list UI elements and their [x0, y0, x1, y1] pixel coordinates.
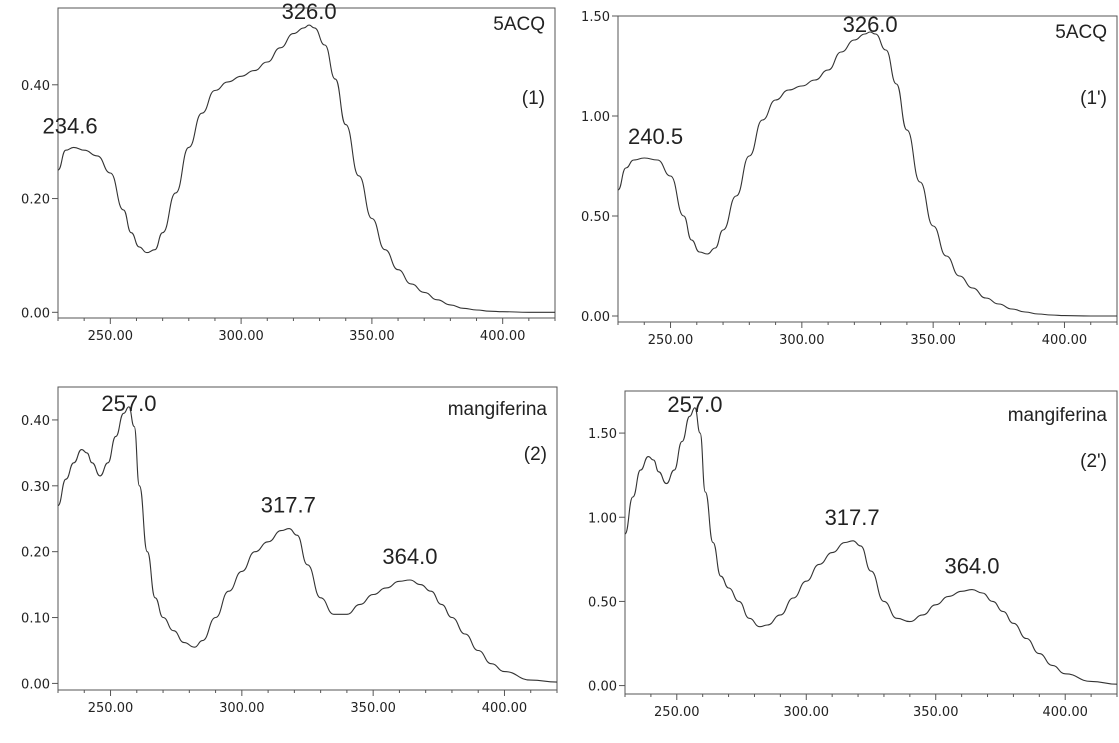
sample-name-label: 5ACQ [1055, 22, 1107, 43]
spectrum-line-1 [57, 406, 558, 683]
sample-name-label: mangiferina [1008, 405, 1108, 426]
y-tick-label: 1.00 [588, 511, 617, 526]
plot-frame [624, 390, 1118, 695]
x-tick-label: 400.00 [482, 701, 528, 716]
x-tick-label: 400.00 [480, 329, 526, 344]
panel-id-label: (2') [1080, 451, 1107, 472]
chart-panel-1: 250.00 300.00 350.00 400.00 0.00 0.20 0.40 234.… [21, 0, 556, 344]
peak-label: 364.0 [382, 544, 437, 569]
sample-name-label: mangiferina [448, 399, 548, 420]
x-tick-label: 300.00 [218, 329, 264, 344]
y-tick-label: 0.00 [581, 310, 610, 325]
peak-label: 364.0 [944, 554, 999, 579]
x-tick-label: 350.00 [350, 701, 396, 716]
panel-id-label: (2) [524, 444, 547, 465]
y-tick-label: 1.50 [588, 427, 617, 442]
panel-id-label: (1) [522, 88, 545, 109]
plot-frame [57, 386, 558, 691]
y-tick-label: 0.00 [588, 680, 617, 695]
chart-panel-2: 250.00 300.00 350.00 400.00 0.00 0.50 1.00 1.50… [581, 10, 1118, 348]
sample-name-label: 5ACQ [493, 14, 545, 35]
y-tick-label: 1.50 [581, 10, 610, 25]
x-tick-label: 350.00 [910, 333, 956, 348]
y-tick-label: 0.50 [581, 210, 610, 225]
spectrum-line-1 [57, 24, 555, 313]
peak-label: 317.7 [261, 493, 316, 518]
x-tick-label: 300.00 [219, 701, 265, 716]
y-tick-label: 0.50 [588, 595, 617, 610]
y-tick-label: 0.20 [21, 193, 50, 208]
peak-label: 240.5 [628, 124, 683, 149]
y-tick-label: 0.20 [21, 546, 50, 561]
y-tick-label: 0.00 [21, 306, 50, 321]
y-tick-label: 0.40 [21, 414, 50, 429]
x-tick-label: 400.00 [1042, 705, 1088, 720]
x-tick-label: 300.00 [779, 333, 825, 348]
x-tick-label: 350.00 [349, 329, 395, 344]
peak-label: 234.6 [43, 113, 98, 138]
panel-id-label: (1') [1080, 88, 1107, 109]
chart-panel-3: 250.00 300.00 350.00 400.00 0.00 0.10 0.20 0.30… [21, 386, 558, 716]
peak-label: 257.0 [101, 391, 156, 416]
y-tick-label: 0.00 [21, 677, 50, 692]
x-tick-label: 400.00 [1042, 333, 1088, 348]
y-tick-label: 0.30 [21, 480, 50, 495]
x-tick-label: 250.00 [88, 701, 134, 716]
x-tick-label: 300.00 [784, 705, 830, 720]
x-tick-label: 250.00 [648, 333, 694, 348]
peak-label: 326.0 [282, 0, 337, 24]
peak-label: 326.0 [843, 12, 898, 37]
plot-frame [617, 15, 1118, 323]
spectrum-line-1 [624, 407, 1118, 685]
peak-label: 317.7 [825, 505, 880, 530]
plot-frame [57, 7, 556, 319]
x-tick-label: 350.00 [913, 705, 959, 720]
y-tick-label: 0.40 [21, 79, 50, 94]
x-tick-label: 250.00 [88, 329, 134, 344]
chart-panel-4: 250.00 300.00 350.00 400.00 0.00 0.50 1.00 1.50… [588, 390, 1118, 720]
peak-label: 257.0 [667, 392, 722, 417]
x-tick-label: 250.00 [654, 705, 700, 720]
spectrum-line-1 [617, 31, 1117, 317]
y-tick-label: 1.00 [581, 110, 610, 125]
y-tick-label: 0.10 [21, 612, 50, 627]
